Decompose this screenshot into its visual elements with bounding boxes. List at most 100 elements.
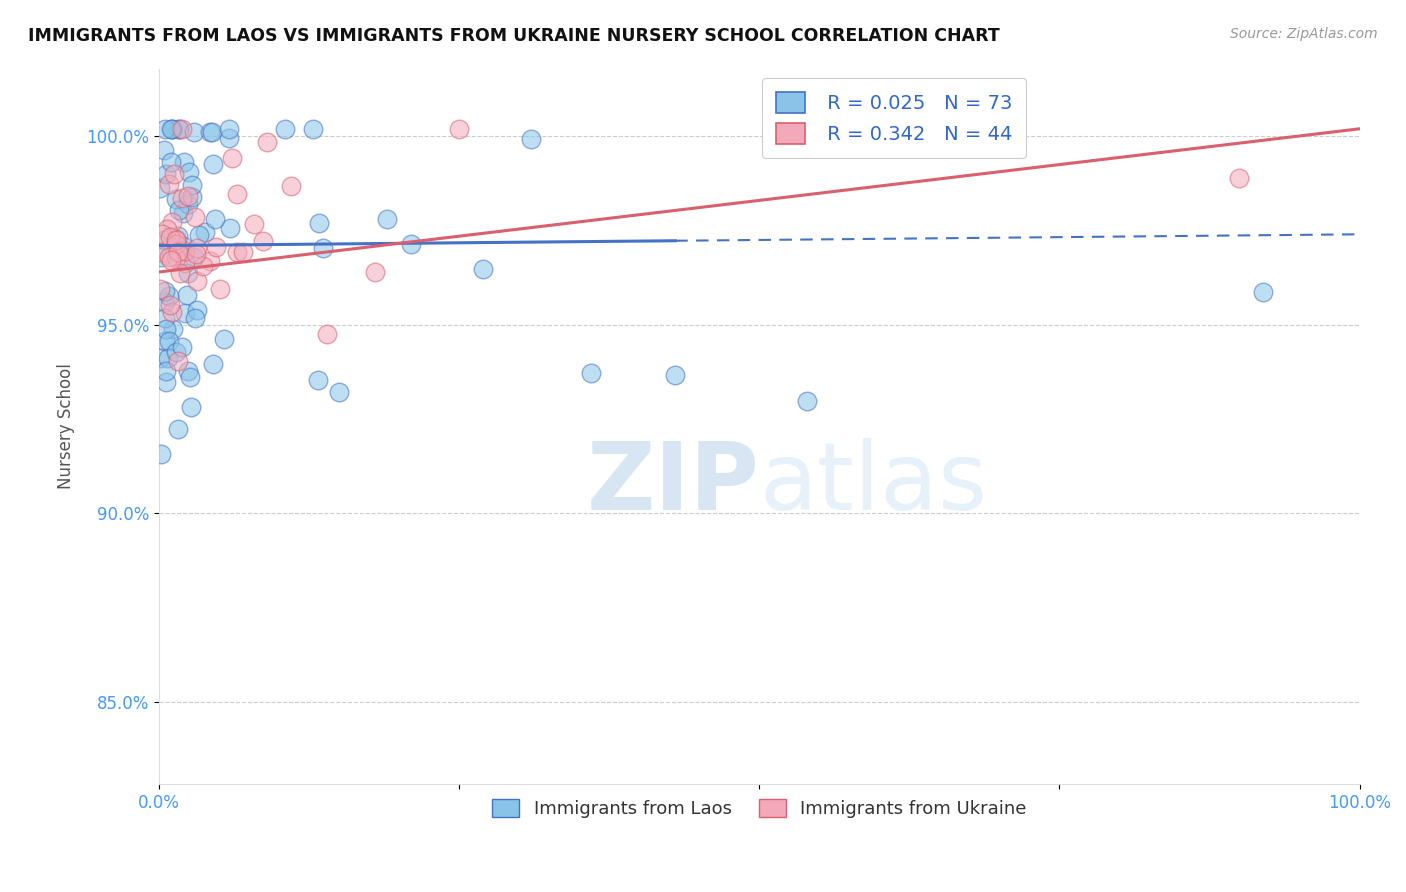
Point xyxy=(218,121,240,136)
Point xyxy=(179,165,201,179)
Point xyxy=(160,252,183,267)
Point xyxy=(252,234,274,248)
Point xyxy=(205,240,228,254)
Point xyxy=(167,121,190,136)
Point xyxy=(200,254,222,268)
Point xyxy=(183,251,205,265)
Point xyxy=(184,246,207,260)
Point xyxy=(156,222,179,236)
Point xyxy=(155,310,177,325)
Point xyxy=(1253,285,1275,299)
Point xyxy=(664,368,686,382)
Point xyxy=(169,266,191,280)
Text: IMMIGRANTS FROM LAOS VS IMMIGRANTS FROM UKRAINE NURSERY SCHOOL CORRELATION CHART: IMMIGRANTS FROM LAOS VS IMMIGRANTS FROM … xyxy=(28,27,1000,45)
Text: Source: ZipAtlas.com: Source: ZipAtlas.com xyxy=(1230,27,1378,41)
Point xyxy=(243,217,266,231)
Text: atlas: atlas xyxy=(759,438,987,530)
Point xyxy=(181,190,204,204)
Point xyxy=(149,282,172,296)
Point xyxy=(155,334,177,349)
Point xyxy=(174,306,197,320)
Point xyxy=(172,205,194,219)
Point xyxy=(159,334,181,348)
Point xyxy=(177,364,200,378)
Point xyxy=(153,121,176,136)
Point xyxy=(176,287,198,301)
Point xyxy=(170,191,193,205)
Point xyxy=(167,244,190,259)
Point xyxy=(280,179,302,194)
Point xyxy=(170,340,193,354)
Point xyxy=(181,178,204,193)
Point xyxy=(520,132,543,146)
Point xyxy=(157,351,180,365)
Y-axis label: Nursery School: Nursery School xyxy=(58,364,75,490)
Point xyxy=(201,124,224,138)
Point xyxy=(167,121,190,136)
Point xyxy=(167,354,190,368)
Point xyxy=(173,256,195,270)
Point xyxy=(232,245,254,260)
Point xyxy=(153,294,176,309)
Point xyxy=(212,332,235,346)
Point xyxy=(311,241,333,255)
Point xyxy=(165,237,187,252)
Point xyxy=(174,244,197,258)
Point xyxy=(221,151,243,165)
Point xyxy=(579,366,602,380)
Point xyxy=(165,251,187,265)
Point xyxy=(165,232,187,246)
Point xyxy=(256,136,278,150)
Point xyxy=(155,322,177,336)
Point xyxy=(274,121,297,136)
Point xyxy=(796,394,818,409)
Point xyxy=(150,447,173,461)
Point xyxy=(159,230,181,244)
Point xyxy=(159,298,181,312)
Point xyxy=(191,259,214,273)
Point xyxy=(218,131,240,145)
Point xyxy=(186,302,208,317)
Point xyxy=(162,322,184,336)
Point xyxy=(208,282,231,296)
Point xyxy=(226,244,249,259)
Point xyxy=(186,241,208,255)
Point xyxy=(167,202,190,217)
Point xyxy=(316,326,339,341)
Point xyxy=(167,422,190,436)
Point xyxy=(167,229,190,244)
Point xyxy=(159,121,181,136)
Point xyxy=(149,244,172,259)
Point xyxy=(399,237,422,252)
Point xyxy=(165,345,187,359)
Point xyxy=(177,266,200,280)
Point xyxy=(308,216,330,230)
Text: ZIP: ZIP xyxy=(586,438,759,530)
Point xyxy=(307,373,329,387)
Point xyxy=(155,364,177,378)
Point xyxy=(160,121,183,136)
Point xyxy=(187,228,209,243)
Point xyxy=(165,233,187,247)
Point xyxy=(153,233,176,247)
Point xyxy=(184,210,207,224)
Point xyxy=(328,384,350,399)
Point xyxy=(157,177,180,191)
Point xyxy=(184,310,207,325)
Point xyxy=(179,369,201,384)
Point xyxy=(200,125,222,139)
Legend: Immigrants from Laos, Immigrants from Ukraine: Immigrants from Laos, Immigrants from Uk… xyxy=(485,792,1033,825)
Point xyxy=(204,212,226,227)
Point xyxy=(160,121,183,136)
Point xyxy=(225,186,247,201)
Point xyxy=(170,121,193,136)
Point xyxy=(172,238,194,252)
Point xyxy=(157,289,180,303)
Point xyxy=(162,305,184,319)
Point xyxy=(202,357,225,371)
Point xyxy=(155,167,177,181)
Point xyxy=(177,197,200,211)
Point xyxy=(364,265,387,279)
Point xyxy=(152,143,174,157)
Point xyxy=(157,250,180,264)
